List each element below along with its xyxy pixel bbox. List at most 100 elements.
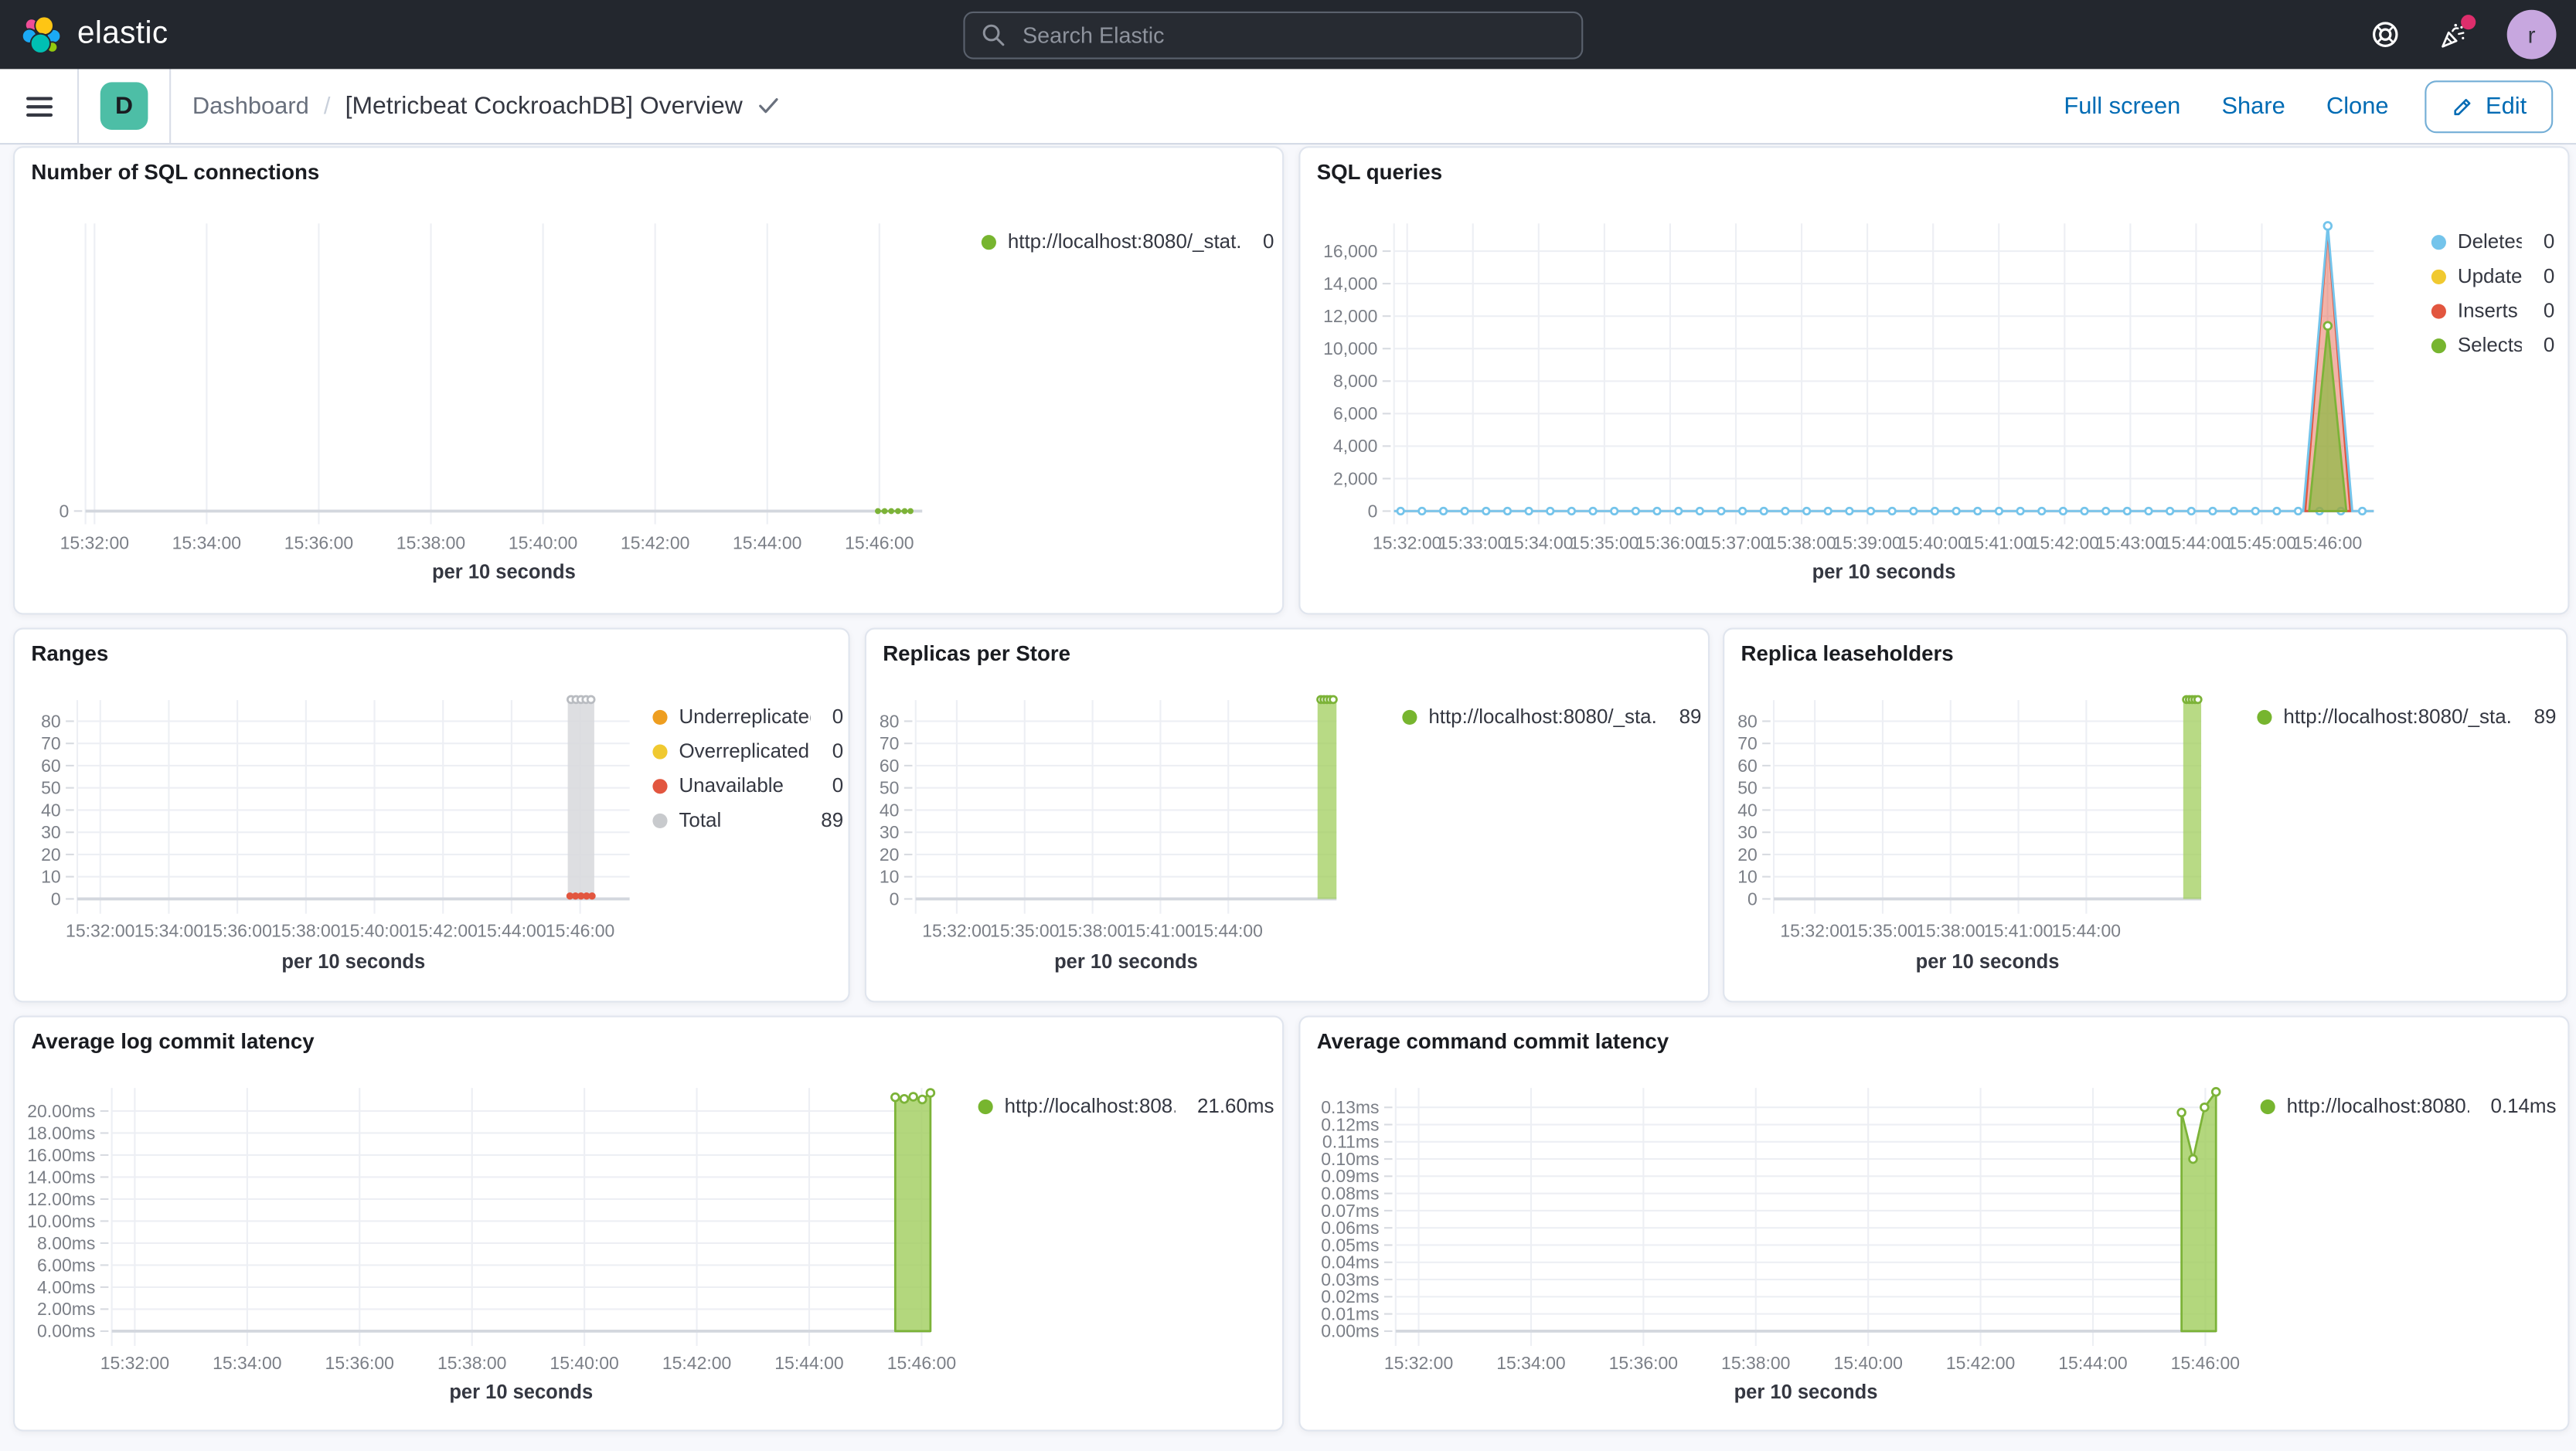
legend-item[interactable]: Updates 0 — [2431, 264, 2554, 287]
menu-button[interactable] — [23, 85, 56, 127]
panel-title[interactable]: Average log commit latency — [31, 1028, 315, 1054]
svg-text:4.00ms: 4.00ms — [37, 1277, 95, 1297]
svg-text:0.12ms: 0.12ms — [1321, 1114, 1379, 1134]
svg-text:40: 40 — [41, 800, 61, 820]
legend-item[interactable]: Total 89 — [652, 808, 843, 831]
svg-text:15:45:00: 15:45:00 — [2227, 532, 2296, 552]
legend-item[interactable]: Selects 0 — [2431, 334, 2554, 357]
legend-item[interactable]: Underreplicated 0 — [652, 705, 843, 728]
svg-text:15:42:00: 15:42:00 — [662, 1353, 731, 1373]
panel-title[interactable]: Replica leaseholders — [1741, 641, 1954, 666]
svg-text:80: 80 — [1737, 711, 1758, 731]
full-screen-button[interactable]: Full screen — [2064, 93, 2181, 120]
elastic-home-link[interactable]: elastic — [20, 12, 168, 56]
check-icon[interactable] — [757, 97, 779, 114]
panel-average-command-commit-latency: Average command commit latency 15:32:00 1… — [1298, 1015, 2570, 1432]
edit-button[interactable]: Edit — [2425, 80, 2554, 133]
help-button[interactable] — [2370, 20, 2400, 49]
svg-text:15:44:00: 15:44:00 — [2058, 1353, 2127, 1373]
legend-item[interactable]: http://localhost:8080/_sta... 89 — [2257, 705, 2556, 728]
chart-sql-queries[interactable]: 15:32:00 15:33:00 15:34:00 15:35:00 15:36:00… — [1300, 148, 2567, 613]
share-button[interactable]: Share — [2221, 93, 2285, 120]
chart-ranges[interactable]: 15:32:00 15:34:00 15:36:00 15:38:00 15:40:00… — [15, 630, 848, 1001]
svg-text:60: 60 — [880, 756, 900, 776]
svg-text:20: 20 — [880, 844, 900, 865]
legend-item[interactable]: http://localhost:8080... 0.14ms — [2260, 1094, 2556, 1118]
legend-series-value: 89 — [1679, 705, 1702, 729]
svg-text:15:38:00: 15:38:00 — [396, 532, 465, 552]
panel-average-log-commit-latency: Average log commit latency 15:32:00 15:34… — [13, 1015, 1285, 1432]
legend-item[interactable]: http://localhost:8080/_sta... 89 — [1402, 705, 1701, 728]
svg-text:15:34:00: 15:34:00 — [1496, 1353, 1565, 1373]
svg-text:15:34:00: 15:34:00 — [213, 1353, 281, 1373]
chart-average-command-commit-latency[interactable]: 15:32:00 15:34:00 15:36:00 15:38:00 15:40:00… — [1300, 1018, 2567, 1430]
svg-text:6.00ms: 6.00ms — [37, 1255, 95, 1275]
legend-series-dot — [2260, 1098, 2275, 1114]
svg-text:15:38:00: 15:38:00 — [271, 920, 340, 940]
svg-text:10: 10 — [880, 867, 900, 887]
legend-item[interactable]: http://localhost:808... 21.60ms — [978, 1095, 1274, 1117]
space-switcher-badge[interactable]: D — [100, 82, 148, 131]
svg-text:15:44:00: 15:44:00 — [477, 920, 546, 940]
svg-text:30: 30 — [41, 822, 61, 842]
panel-title[interactable]: Number of SQL connections — [31, 159, 320, 185]
legend-item[interactable]: Deletes 0 — [2431, 230, 2554, 253]
legend-series-dot — [2431, 268, 2446, 284]
divider — [169, 69, 172, 144]
user-avatar[interactable]: r — [2506, 9, 2557, 59]
legend-series-dot — [2257, 709, 2272, 724]
chart-legend: http://localhost:8080... 0.14ms — [2260, 1094, 2556, 1118]
svg-text:per 10 seconds: per 10 seconds — [1916, 951, 2060, 973]
search-input[interactable] — [1019, 21, 1565, 49]
breadcrumb-dashboard-link[interactable]: Dashboard — [192, 93, 309, 120]
svg-text:0: 0 — [890, 889, 900, 909]
legend-item[interactable]: Overreplicated 0 — [652, 739, 843, 763]
svg-text:60: 60 — [41, 756, 61, 776]
svg-text:15:42:00: 15:42:00 — [1946, 1353, 2015, 1373]
brand-text: elastic — [77, 16, 168, 51]
legend-series-dot — [652, 709, 668, 724]
panel-title[interactable]: Average command commit latency — [1316, 1028, 1669, 1054]
whats-new-button[interactable] — [2439, 14, 2476, 49]
legend-item[interactable]: http://localhost:8080/_stat... 0 — [981, 230, 1274, 253]
svg-text:per 10 seconds: per 10 seconds — [432, 562, 576, 583]
chart-replica-leaseholders[interactable]: 15:32:00 15:35:00 15:38:00 15:41:00 15:44:00… — [1724, 630, 2566, 1001]
panel-ranges: Ranges 15:32:00 15:34:00 15:36:00 15:38:00 1… — [13, 627, 850, 1003]
panel-title[interactable]: SQL queries — [1316, 159, 1443, 185]
svg-text:70: 70 — [880, 733, 900, 753]
panel-title[interactable]: Replicas per Store — [883, 641, 1071, 666]
legend-series-value: 0 — [832, 705, 844, 729]
svg-text:15:40:00: 15:40:00 — [1833, 1353, 1902, 1373]
clone-button[interactable]: Clone — [2326, 93, 2389, 120]
chart-legend: http://localhost:8080/_stat... 0 — [981, 230, 1274, 253]
svg-text:0.13ms: 0.13ms — [1321, 1097, 1379, 1117]
life-ring-icon — [2373, 22, 2398, 47]
panel-replica-leaseholders: Replica leaseholders 15:32:00 15:35:00 15:… — [1723, 627, 2568, 1003]
svg-text:2,000: 2,000 — [1333, 468, 1377, 488]
svg-text:40: 40 — [880, 800, 900, 820]
global-search-box[interactable] — [963, 11, 1584, 59]
legend-item[interactable]: Inserts 0 — [2431, 299, 2554, 322]
svg-text:80: 80 — [880, 711, 900, 731]
svg-text:50: 50 — [880, 778, 900, 798]
hamburger-icon — [26, 96, 53, 100]
svg-text:0.06ms: 0.06ms — [1321, 1218, 1379, 1238]
svg-text:0.07ms: 0.07ms — [1321, 1201, 1379, 1221]
chart-number-of-sql-connections[interactable]: 15:32:00 15:34:00 15:36:00 15:38:00 15:40:00… — [15, 148, 1282, 613]
legend-series-label: http://localhost:8080/_sta... — [1428, 705, 1658, 729]
legend-item[interactable]: Unavailable 0 — [652, 774, 843, 797]
chart-replicas-per-store[interactable]: 15:32:00 15:35:00 15:38:00 15:41:00 15:44:00… — [866, 630, 1708, 1001]
panel-title[interactable]: Ranges — [31, 641, 109, 666]
svg-text:50: 50 — [1737, 778, 1758, 798]
legend-series-dot — [652, 778, 668, 793]
legend-series-label: Total — [679, 808, 722, 832]
svg-text:18.00ms: 18.00ms — [27, 1123, 95, 1143]
legend-series-value: 89 — [2533, 705, 2557, 729]
chart-average-log-commit-latency[interactable]: 15:32:00 15:34:00 15:36:00 15:38:00 15:40:00… — [15, 1018, 1282, 1430]
svg-text:0.11ms: 0.11ms — [1322, 1132, 1380, 1152]
svg-text:15:40:00: 15:40:00 — [1898, 532, 1967, 552]
legend-series-dot — [978, 1098, 993, 1114]
legend-series-label: http://localhost:8080... — [2286, 1094, 2469, 1118]
svg-text:0: 0 — [1368, 501, 1378, 521]
svg-text:15:40:00: 15:40:00 — [550, 1353, 618, 1373]
